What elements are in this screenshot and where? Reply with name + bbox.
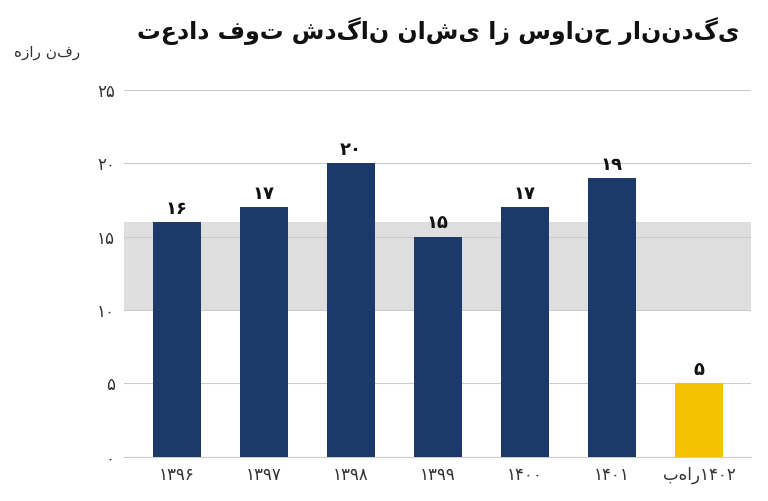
Text: ۱۷: ۱۷ — [514, 185, 536, 203]
Bar — [588, 178, 636, 456]
Bar — [153, 222, 200, 456]
Bar — [414, 237, 462, 456]
Text: ۵: ۵ — [694, 361, 704, 379]
Y-axis label: هزار نفر: هزار نفر — [15, 45, 81, 60]
Text: ۱۵: ۱۵ — [427, 214, 449, 232]
Bar — [675, 383, 723, 456]
Text: ۲۰: ۲۰ — [340, 141, 362, 159]
Text: ۱۹: ۱۹ — [601, 156, 623, 174]
Bar — [240, 207, 288, 456]
Title: تعداد فوت شدگان ناشی از سوانح رانندگی: تعداد فوت شدگان ناشی از سوانح رانندگی — [137, 17, 739, 45]
Text: ۱۷: ۱۷ — [253, 185, 275, 203]
Bar — [501, 207, 549, 456]
Bar — [327, 163, 375, 456]
Text: ۱۶: ۱۶ — [166, 200, 188, 217]
Bar — [124, 222, 751, 310]
